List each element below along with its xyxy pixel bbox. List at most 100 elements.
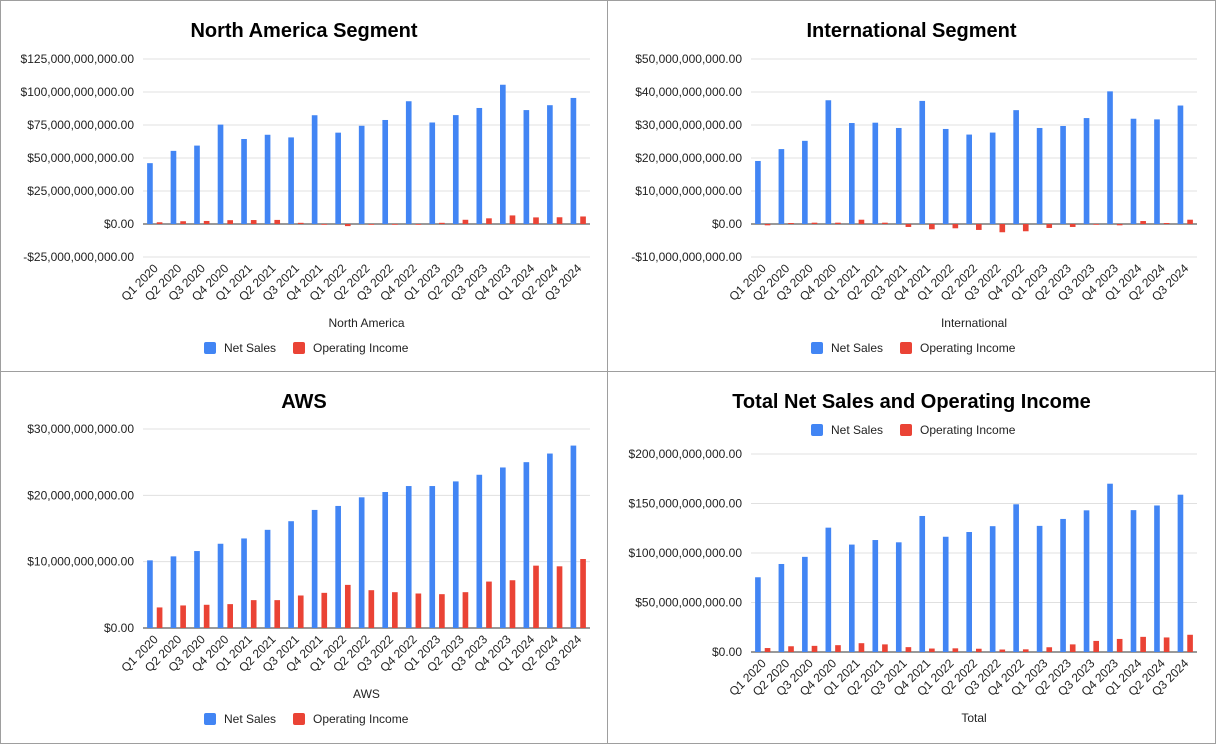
legend-operating-income-label: Operating Income bbox=[920, 341, 1016, 355]
y-tick-label: $100,000,000,000.00 bbox=[21, 85, 135, 99]
y-tick-label: -$10,000,000,000.00 bbox=[631, 250, 742, 264]
y-tick-label: $0.00 bbox=[712, 645, 742, 659]
x-axis-label: International bbox=[941, 316, 1007, 330]
legend-operating-income-label: Operating Income bbox=[920, 423, 1016, 437]
net-sales-bar bbox=[405, 101, 412, 224]
y-tick-label: $30,000,000,000.00 bbox=[635, 118, 742, 132]
y-tick-label: $75,000,000,000.00 bbox=[27, 118, 134, 132]
net-sales-bar bbox=[170, 150, 177, 224]
net-sales-bar bbox=[778, 563, 785, 652]
operating-income-bar bbox=[462, 219, 469, 224]
operating-income-bar bbox=[1093, 224, 1100, 225]
operating-income-bar bbox=[1069, 644, 1076, 652]
operating-income-bar bbox=[905, 647, 912, 652]
operating-income-bar bbox=[156, 607, 163, 628]
net-sales-bar bbox=[1083, 118, 1090, 224]
net-sales-bar bbox=[264, 529, 271, 628]
net-sales-bar bbox=[872, 122, 879, 224]
net-sales-bar bbox=[802, 140, 808, 224]
net-sales-bar bbox=[1083, 510, 1090, 652]
net-sales-bar bbox=[1107, 91, 1113, 224]
operating-income-bar bbox=[1069, 224, 1076, 227]
operating-income-bar bbox=[882, 222, 888, 224]
operating-income-bar bbox=[344, 224, 351, 227]
net-sales-bar bbox=[382, 119, 389, 224]
operating-income-bar bbox=[415, 593, 422, 628]
net-sales-bar bbox=[1036, 525, 1043, 652]
legend-operating-income-swatch bbox=[293, 713, 305, 725]
net-sales-bar bbox=[288, 137, 294, 224]
net-sales-bar bbox=[452, 115, 459, 224]
net-sales-bar bbox=[1130, 118, 1137, 224]
net-sales-bar bbox=[382, 492, 389, 628]
net-sales-bar bbox=[241, 138, 247, 224]
net-sales-bar bbox=[825, 527, 832, 652]
aws-chart: AWS $0.00 $10,000,000,000.00 $20,000,000,00… bbox=[27, 391, 590, 726]
y-tick-label: $200,000,000,000.00 bbox=[629, 447, 743, 461]
net-sales-bar bbox=[217, 543, 224, 628]
net-sales-bar bbox=[1060, 125, 1066, 224]
y-tick-label: $0.00 bbox=[104, 217, 134, 231]
operating-income-bar bbox=[811, 645, 818, 652]
net-sales-bar bbox=[335, 132, 341, 224]
net-sales-bar bbox=[1177, 105, 1184, 224]
net-sales-bar bbox=[147, 560, 153, 628]
legend-net-sales-swatch bbox=[811, 342, 823, 354]
operating-income-bar bbox=[462, 592, 469, 628]
international-chart: International Segment -$10,000,000,000.00… bbox=[631, 20, 1197, 355]
y-tick-label: $0.00 bbox=[104, 621, 134, 635]
operating-income-bar bbox=[321, 592, 328, 628]
y-tick-label: $40,000,000,000.00 bbox=[635, 85, 742, 99]
net-sales-bar bbox=[570, 445, 577, 628]
operating-income-bar bbox=[392, 592, 398, 628]
operating-income-bar bbox=[274, 600, 281, 628]
operating-income-bar bbox=[1046, 224, 1053, 228]
operating-income-bar bbox=[976, 224, 982, 230]
net-sales-bar bbox=[1177, 494, 1184, 652]
net-sales-bar bbox=[802, 556, 808, 652]
chart-title: International Segment bbox=[806, 20, 1016, 42]
legend-operating-income-label: Operating Income bbox=[313, 341, 409, 355]
y-tick-label: $20,000,000,000.00 bbox=[27, 488, 134, 502]
operating-income-bar bbox=[368, 590, 375, 628]
legend-net-sales-swatch bbox=[204, 342, 216, 354]
operating-income-bar bbox=[509, 215, 516, 224]
operating-income-bar bbox=[952, 224, 959, 229]
operating-income-bar bbox=[929, 224, 935, 230]
net-sales-bar bbox=[264, 134, 271, 224]
operating-income-bar bbox=[811, 222, 818, 224]
y-tick-label: $0.00 bbox=[712, 217, 742, 231]
net-sales-bar bbox=[1107, 483, 1113, 652]
operating-income-bar bbox=[1187, 219, 1193, 224]
operating-income-bar bbox=[1046, 647, 1053, 652]
net-sales-bar bbox=[755, 160, 761, 224]
operating-income-bar bbox=[1116, 638, 1123, 652]
net-sales-bar bbox=[895, 127, 902, 224]
net-sales-bar bbox=[241, 538, 247, 628]
y-tick-label: $10,000,000,000.00 bbox=[635, 184, 742, 198]
x-axis-label: North America bbox=[328, 316, 404, 330]
operating-income-bar bbox=[905, 224, 912, 227]
operating-income-bar bbox=[1140, 221, 1146, 224]
net-sales-bar bbox=[358, 497, 365, 628]
operating-income-bar bbox=[297, 222, 304, 224]
net-sales-bar bbox=[147, 163, 153, 224]
y-tick-label: $125,000,000,000.00 bbox=[21, 52, 135, 66]
operating-income-bar bbox=[203, 604, 210, 628]
operating-income-bar bbox=[486, 581, 492, 628]
net-sales-bar bbox=[1130, 510, 1137, 652]
net-sales-bar bbox=[919, 515, 926, 652]
operating-income-bar bbox=[999, 649, 1006, 652]
net-sales-bar bbox=[523, 462, 530, 628]
net-sales-bar bbox=[1013, 110, 1019, 224]
operating-income-bar bbox=[274, 219, 281, 224]
legend-operating-income-swatch bbox=[900, 424, 912, 436]
net-sales-bar bbox=[194, 145, 200, 224]
operating-income-bar bbox=[1140, 636, 1146, 652]
operating-income-bar bbox=[556, 217, 563, 224]
operating-income-bar bbox=[788, 223, 794, 224]
net-sales-bar bbox=[476, 474, 483, 628]
operating-income-bar bbox=[415, 224, 422, 225]
net-sales-bar bbox=[452, 481, 459, 628]
operating-income-bar bbox=[321, 224, 328, 225]
